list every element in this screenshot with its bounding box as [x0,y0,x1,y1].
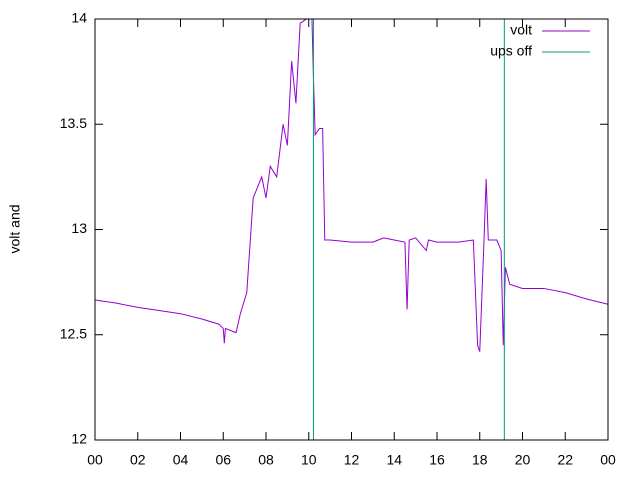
y-tick-label: 12 [71,431,87,447]
series-line [312,19,505,440]
legend-label: ups off [490,43,532,59]
legend-label: volt [510,22,532,38]
x-tick-label: 12 [344,452,360,468]
y-axis-label: volt and [7,204,23,253]
x-tick-label: 00 [600,452,616,468]
x-tick-label: 16 [429,452,445,468]
series-line [95,19,608,352]
x-tick-label: 00 [87,452,103,468]
x-tick-label: 08 [258,452,274,468]
y-tick-label: 12.5 [60,325,87,341]
y-tick-label: 14 [71,10,87,26]
plot-frame [94,18,609,441]
x-tick-label: 18 [472,452,488,468]
x-tick-label: 20 [515,452,531,468]
x-tick-label: 02 [130,452,146,468]
y-tick-label: 13 [71,220,87,236]
x-tick-label: 06 [215,452,231,468]
x-tick-label: 22 [557,452,573,468]
x-tick-label: 04 [173,452,189,468]
y-tick-label: 13.5 [60,115,87,131]
x-tick-label: 14 [386,452,402,468]
x-tick-label: 10 [301,452,317,468]
